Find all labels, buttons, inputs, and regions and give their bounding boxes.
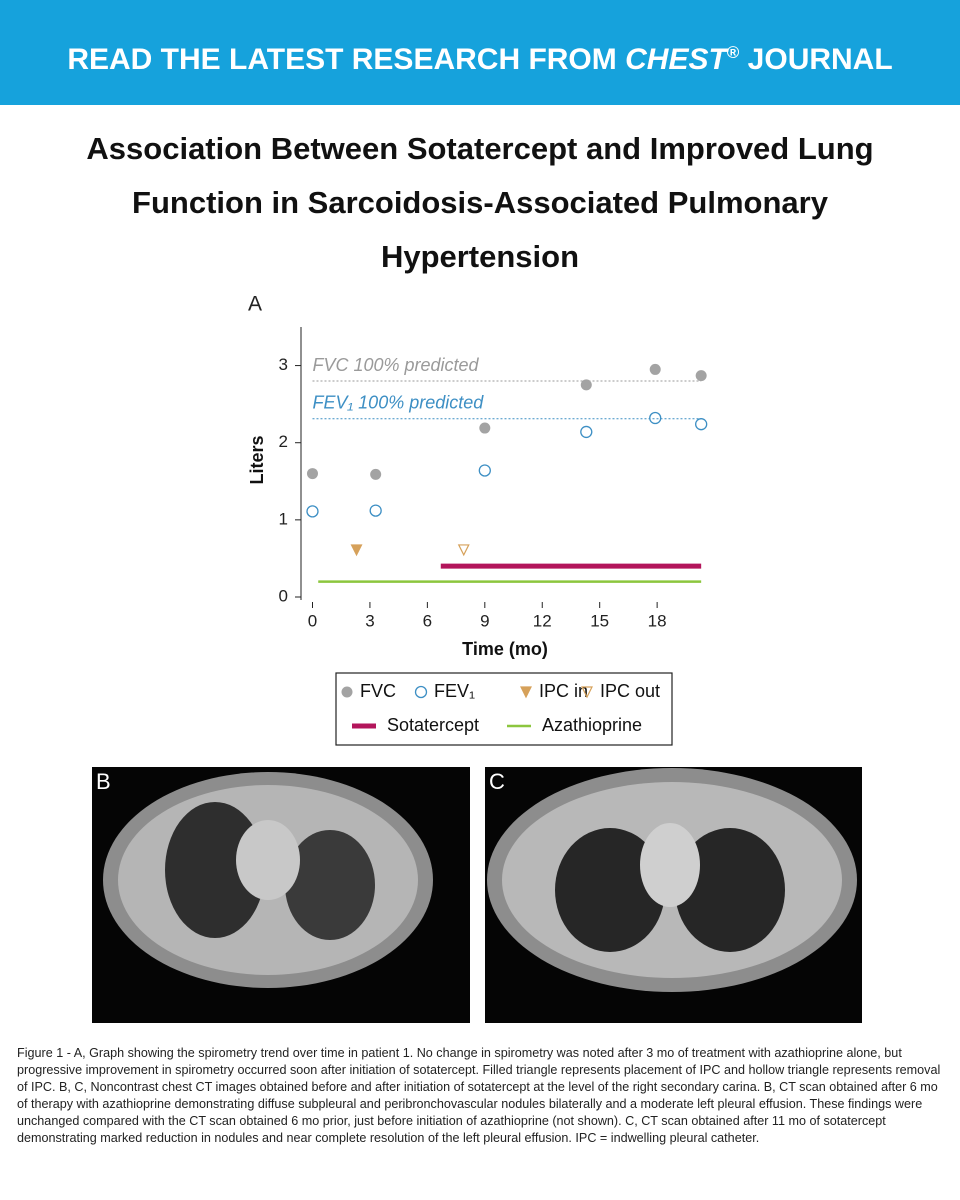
caption: Figure 1 - A, Graph showing the spiromet…: [17, 1046, 941, 1145]
x-tick-label: 6: [423, 611, 432, 630]
data-point: [370, 468, 382, 480]
data-point: [649, 411, 662, 425]
data-point: [478, 464, 491, 477]
x-tick-label: 3: [365, 611, 374, 630]
banner-text: JOURNAL: [747, 43, 893, 76]
data-point: [479, 422, 491, 434]
x-tick-label: 0: [308, 611, 317, 630]
data-point: [695, 418, 708, 431]
data-point: [580, 425, 593, 439]
banner: READ THE LATEST RESEARCH FROM CHEST® JOU…: [0, 0, 960, 105]
legend-marker: [581, 686, 593, 699]
data-point: [369, 504, 382, 517]
ct-panel: B: [92, 767, 470, 1023]
x-tick-label: 9: [480, 611, 489, 630]
data-point: [350, 544, 363, 557]
x-tick-label: 18: [648, 611, 667, 630]
data-point: [306, 468, 318, 480]
legend-label: IPC in: [539, 681, 588, 701]
data-point: [649, 363, 661, 375]
reference-label: FEV₁ 100% predicted: [312, 393, 484, 413]
legend-marker: [341, 686, 353, 698]
legend-label: Azathioprine: [542, 715, 642, 735]
y-tick-label: 2: [279, 432, 288, 451]
title: Association Between Sotatercept and Impr…: [0, 122, 960, 284]
panel-label: A: [248, 293, 262, 316]
y-axis-label: Liters: [247, 435, 267, 484]
y-tick-label: 0: [279, 586, 288, 605]
x-axis-label: Time (mo): [462, 639, 548, 659]
panel-label: C: [489, 769, 505, 794]
y-tick-label: 1: [279, 509, 288, 528]
x-tick-label: 15: [590, 611, 609, 630]
title-line: Function in Sarcoidosis-Associated Pulmo…: [132, 185, 828, 220]
data-point: [695, 370, 707, 382]
banner-text: READ THE LATEST RESEARCH FROM: [67, 43, 617, 76]
reference-label: FVC 100% predicted: [312, 355, 479, 375]
legend-label: IPC out: [600, 681, 660, 701]
legend-marker: [414, 685, 428, 699]
data-point: [306, 505, 319, 518]
data-point: [457, 544, 470, 557]
banner-journal: CHEST: [625, 43, 727, 76]
title-line: Association Between Sotatercept and Impr…: [86, 131, 874, 166]
ct-panel: C: [485, 767, 862, 1023]
panel-label: B: [96, 769, 111, 794]
legend-label: FVC: [360, 681, 396, 701]
banner-mark: ®: [726, 43, 740, 62]
title-line: Hypertension: [380, 239, 580, 274]
legend: [335, 672, 673, 746]
y-tick-label: 3: [279, 355, 288, 374]
x-tick-label: 12: [533, 611, 552, 630]
data-point: [580, 379, 592, 391]
legend-marker: [520, 686, 532, 699]
legend-label: Sotatercept: [387, 715, 479, 735]
legend-label: FEV₁: [434, 681, 475, 701]
